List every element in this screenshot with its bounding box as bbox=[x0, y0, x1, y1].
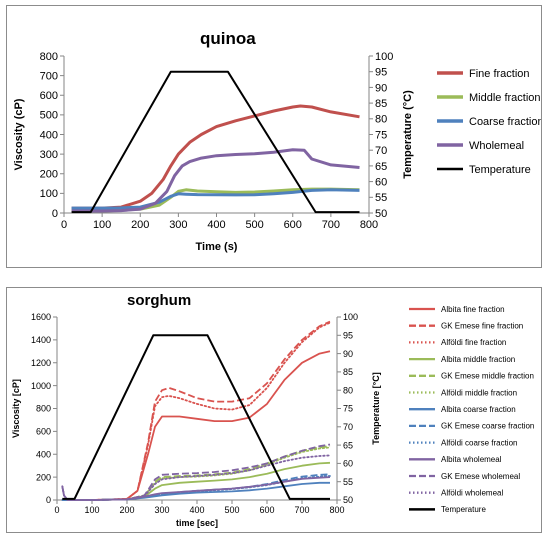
y2-tick-label: 60 bbox=[343, 459, 353, 469]
y2-tick-label: 90 bbox=[343, 349, 353, 359]
y2-tick-label: 65 bbox=[343, 440, 353, 450]
y-tick-label: 500 bbox=[40, 110, 58, 122]
legend-label: Albita fine fraction bbox=[441, 305, 505, 314]
y-tick-label: 1600 bbox=[31, 312, 51, 322]
sorghum-chart: 0 100 200 300 400 500 600 700 800 0 200 400 600 800 10… bbox=[11, 292, 534, 528]
x-tick-label: 0 bbox=[54, 505, 59, 515]
x-tick-label: 0 bbox=[61, 219, 67, 231]
x-axis-label: time [sec] bbox=[176, 518, 218, 528]
series-line-2 bbox=[61, 321, 331, 501]
y2-tick-label: 50 bbox=[375, 208, 387, 220]
y2-axis-label: Temperature [°C] bbox=[371, 372, 381, 444]
y-tick-label: 800 bbox=[40, 51, 58, 63]
legend-label: Alföldi coarse fraction bbox=[441, 438, 517, 447]
x-tick-label: 300 bbox=[154, 505, 169, 515]
series-line-0 bbox=[62, 350, 331, 501]
y-axis-label: Viscosity (cP) bbox=[13, 98, 25, 170]
y-tick-label: 600 bbox=[36, 427, 51, 437]
series-line-11 bbox=[61, 454, 331, 501]
y2-tick-label: 70 bbox=[375, 145, 387, 157]
y-tick-label: 200 bbox=[40, 169, 58, 181]
y2-tick-label: 100 bbox=[343, 312, 358, 322]
x-tick-label: 800 bbox=[360, 219, 378, 231]
legend-label: Albita wholemeal bbox=[441, 455, 502, 464]
x-tick-label: 300 bbox=[169, 219, 187, 231]
legend-label: Alföldi wholemeal bbox=[441, 489, 503, 498]
legend-label: GK Emese middle fraction bbox=[441, 372, 534, 381]
y-axis-label: Viscosity [cP] bbox=[11, 379, 21, 438]
y-tick-label: 100 bbox=[40, 188, 58, 200]
quinoa-chart-panel: 0 100 200 300 400 500 600 700 800 0 100 200 300 400 50… bbox=[6, 5, 542, 268]
series-line-7 bbox=[62, 473, 331, 501]
y2-tick-label: 85 bbox=[375, 98, 387, 110]
x-axis-label: Time (s) bbox=[196, 241, 238, 253]
y2-tick-label: 95 bbox=[343, 330, 353, 340]
y2-tick-label: 100 bbox=[375, 51, 393, 63]
y2-tick-label: 75 bbox=[343, 404, 353, 414]
legend-label: GK Emese wholemeal bbox=[441, 472, 520, 481]
y-tick-label: 700 bbox=[40, 70, 58, 82]
y-tick-label: 0 bbox=[46, 495, 51, 505]
x-tick-label: 500 bbox=[245, 219, 263, 231]
sorghum-chart-panel: 0 100 200 300 400 500 600 700 800 0 200 400 600 800 10… bbox=[6, 287, 542, 533]
legend-label: Alföldi middle fraction bbox=[441, 388, 517, 397]
series-line-3 bbox=[71, 148, 360, 213]
x-tick-label: 100 bbox=[93, 219, 111, 231]
legend-label: Fine fraction bbox=[469, 68, 530, 80]
y-tick-label: 1200 bbox=[31, 358, 51, 368]
y-tick-label: 300 bbox=[40, 149, 58, 161]
legend-label: Coarse fraction bbox=[469, 116, 541, 128]
y-tick-label: 0 bbox=[52, 208, 58, 220]
legend-label: Wholemeal bbox=[469, 140, 524, 152]
y2-axis-label: Temperature (°C) bbox=[402, 90, 414, 179]
series-line-4 bbox=[71, 70, 360, 214]
x-tick-label: 400 bbox=[189, 505, 204, 515]
y2-tick-label: 95 bbox=[375, 67, 387, 79]
y2-tick-label: 90 bbox=[375, 82, 387, 94]
x-tick-label: 700 bbox=[322, 219, 340, 231]
y2-tick-label: 55 bbox=[375, 192, 387, 204]
series-line-2 bbox=[71, 188, 360, 210]
x-tick-label: 500 bbox=[224, 505, 239, 515]
series-line-12 bbox=[62, 334, 330, 500]
x-tick-label: 200 bbox=[131, 219, 149, 231]
y-tick-label: 400 bbox=[40, 129, 58, 141]
legend-label: Alföldi fine fraction bbox=[441, 338, 506, 347]
y2-tick-label: 85 bbox=[343, 367, 353, 377]
x-tick-label: 100 bbox=[84, 505, 99, 515]
legend-label: Temperature bbox=[441, 505, 486, 514]
x-tick-label: 600 bbox=[259, 505, 274, 515]
legend-label: Temperature bbox=[469, 164, 531, 176]
y2-tick-label: 60 bbox=[375, 176, 387, 188]
series-line-0 bbox=[71, 104, 360, 210]
quinoa-chart: 0 100 200 300 400 500 600 700 800 0 100 200 300 400 50… bbox=[13, 29, 541, 253]
x-tick-label: 200 bbox=[119, 505, 134, 515]
x-tick-label: 700 bbox=[294, 505, 309, 515]
legend-label: GK Emese fine fraction bbox=[441, 322, 523, 331]
x-tick-label: 800 bbox=[329, 505, 344, 515]
chart-title: quinoa bbox=[200, 29, 256, 48]
y2-tick-label: 70 bbox=[343, 422, 353, 432]
legend-label: Middle fraction bbox=[469, 92, 541, 104]
y2-tick-label: 75 bbox=[375, 129, 387, 141]
y2-tick-label: 65 bbox=[375, 161, 387, 173]
x-tick-label: 600 bbox=[284, 219, 302, 231]
y-tick-label: 1000 bbox=[31, 381, 51, 391]
y2-tick-label: 80 bbox=[375, 114, 387, 126]
y2-tick-label: 55 bbox=[343, 477, 353, 487]
y-tick-label: 600 bbox=[40, 90, 58, 102]
series-line-9 bbox=[61, 476, 331, 501]
legend-label: GK Emese coarse fraction bbox=[441, 422, 534, 431]
legend-label: Albita middle fraction bbox=[441, 355, 515, 364]
y2-tick-label: 50 bbox=[343, 495, 353, 505]
y-tick-label: 800 bbox=[36, 404, 51, 414]
y2-tick-label: 80 bbox=[343, 385, 353, 395]
y-tick-label: 200 bbox=[36, 472, 51, 482]
legend-label: Albita coarse fraction bbox=[441, 405, 516, 414]
x-tick-label: 400 bbox=[207, 219, 225, 231]
y-tick-label: 1400 bbox=[31, 335, 51, 345]
series-line-8 bbox=[61, 475, 331, 501]
chart-title: sorghum bbox=[127, 292, 191, 309]
y-tick-label: 400 bbox=[36, 449, 51, 459]
